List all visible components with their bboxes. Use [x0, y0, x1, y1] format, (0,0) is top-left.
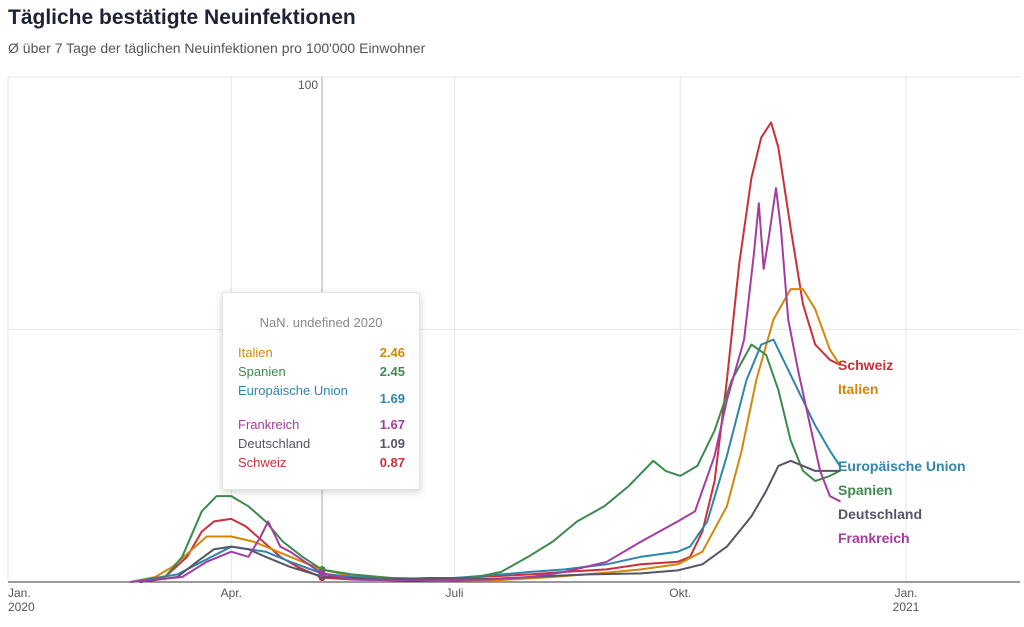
tooltip-series-value: 2.46 [379, 345, 405, 360]
tooltip-row: Italien 2.46 [238, 345, 405, 360]
tooltip-row: Frankreich 1.67 [238, 417, 405, 432]
tooltip-series-name: Italien [238, 345, 273, 360]
tooltip-series-value: 0.87 [379, 455, 405, 470]
tooltip-row: Europäische Union 1.69 [238, 383, 405, 413]
x-tick-sublabel: 2021 [893, 600, 920, 614]
chart-subtitle: Ø über 7 Tage der täglichen Neuinfektion… [8, 40, 426, 56]
series-line-schweiz [139, 121, 841, 583]
tooltip-row: Schweiz 0.87 [238, 455, 405, 470]
x-tick-sublabel: 2020 [8, 600, 35, 614]
series-end-label: Europäische Union [838, 458, 966, 474]
tooltip-row: Deutschland 1.09 [238, 436, 405, 451]
series-end-label: Deutschland [838, 506, 922, 522]
tooltip-series-value: 1.69 [379, 391, 405, 406]
tooltip-series-name: Deutschland [238, 436, 311, 451]
tooltip-row: Spanien 2.45 [238, 364, 405, 379]
tooltip-series-value: 2.45 [379, 364, 405, 379]
series-line-deutschland [139, 459, 841, 583]
chart-title: Tägliche bestätigte Neuinfektionen [8, 6, 356, 29]
series-line-italien [129, 288, 841, 583]
tooltip-series-name: Spanien [238, 364, 286, 379]
x-tick-label: Juli [446, 586, 464, 600]
tooltip-date: NaN. undefined 2020 [259, 315, 383, 330]
tooltip-series-value: 1.67 [379, 417, 405, 432]
tooltip-series-value: 1.09 [379, 436, 405, 451]
series-end-label: Italien [838, 381, 878, 397]
tooltip-series-name: Frankreich [238, 417, 300, 432]
y-tick-label: 100 [298, 78, 318, 92]
x-tick-label: Okt. [669, 586, 691, 600]
chart-tooltip: NaN. undefined 2020 Italien 2.46 Spanien 2.… [222, 292, 420, 490]
x-tick-label: Apr. [221, 586, 242, 600]
series-line-spanien [139, 343, 841, 583]
x-tick-label: Jan. [895, 586, 918, 600]
series-end-label: Frankreich [838, 530, 910, 546]
hover-point [318, 570, 326, 578]
tooltip-series-name: Europäische Union [238, 383, 348, 398]
series-end-label: Spanien [838, 482, 892, 498]
tooltip-series-name: Schweiz [238, 455, 287, 470]
series-line-frankreich [129, 187, 841, 583]
x-tick-label: Jan. [8, 586, 31, 600]
series-end-label: Schweiz [838, 357, 893, 373]
